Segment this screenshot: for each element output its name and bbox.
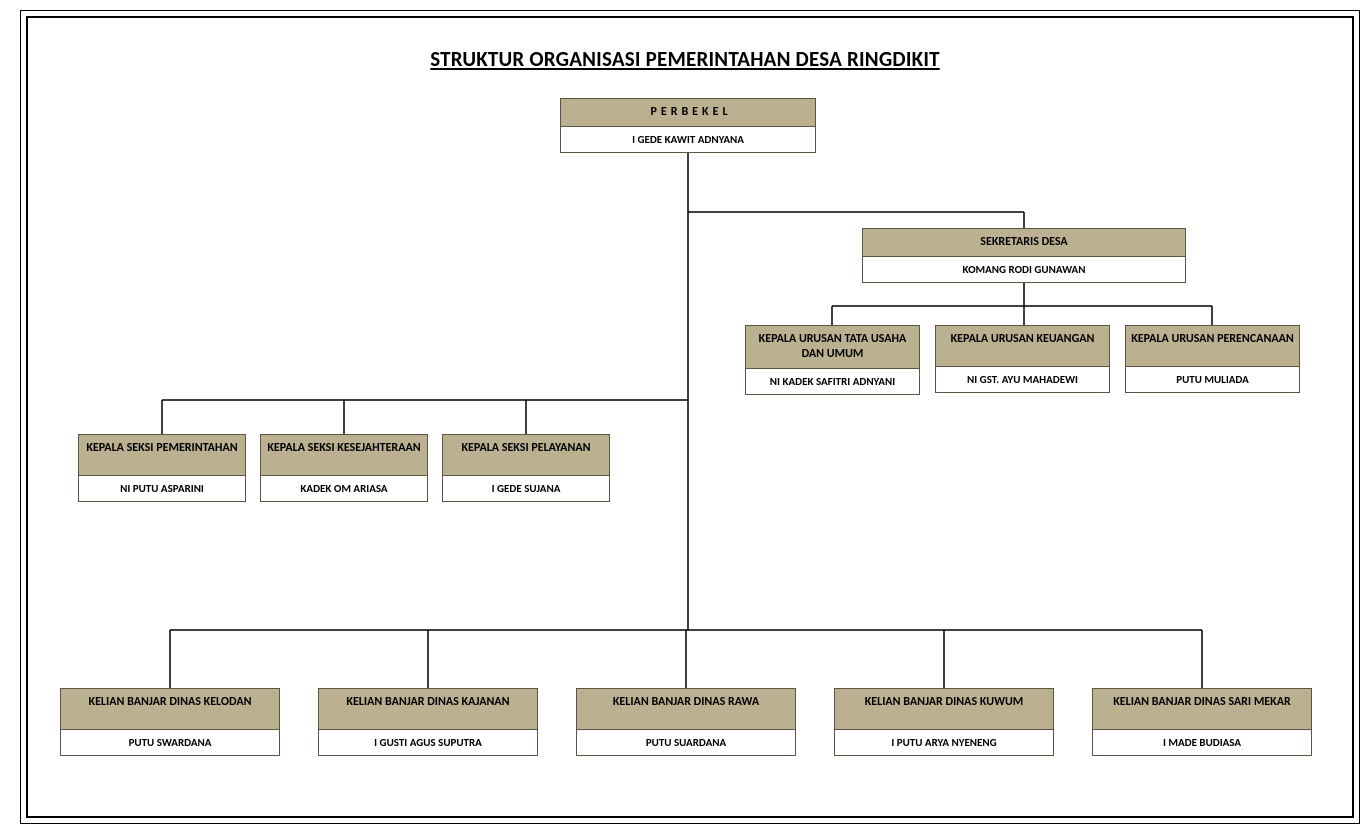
node-banjar-kelodan: KELIAN BANJAR DINAS KELODAN PUTU SWARDAN… — [60, 688, 280, 756]
node-urusan-keuangan: KEPALA URUSAN KEUANGAN NI GST. AYU MAHAD… — [935, 325, 1110, 393]
node-role: KELIAN BANJAR DINAS KUWUM — [834, 688, 1054, 730]
node-name: I MADE BUDIASA — [1092, 730, 1312, 756]
node-seksi-kesejahteraan: KEPALA SEKSI KESEJAHTERAAN KADEK OM ARIA… — [260, 434, 428, 502]
node-name: PUTU MULIADA — [1125, 367, 1300, 393]
node-name: NI GST. AYU MAHADEWI — [935, 367, 1110, 393]
node-banjar-kuwum: KELIAN BANJAR DINAS KUWUM I PUTU ARYA NY… — [834, 688, 1054, 756]
node-name: I PUTU ARYA NYENENG — [834, 730, 1054, 756]
node-name: NI KADEK SAFITRI ADNYANI — [745, 369, 920, 395]
node-role: KEPALA URUSAN KEUANGAN — [935, 325, 1110, 367]
node-role: KEPALA URUSAN PERENCANAAN — [1125, 325, 1300, 367]
node-seksi-pelayanan: KEPALA SEKSI PELAYANAN I GEDE SUJANA — [442, 434, 610, 502]
node-role: KEPALA SEKSI PELAYANAN — [442, 434, 610, 476]
node-urusan-tata-usaha: KEPALA URUSAN TATA USAHA DAN UMUM NI KAD… — [745, 325, 920, 395]
node-name: I GUSTI AGUS SUPUTRA — [318, 730, 538, 756]
node-name: PUTU SUARDANA — [576, 730, 796, 756]
node-name: KOMANG RODI GUNAWAN — [862, 257, 1186, 283]
node-role: KEPALA URUSAN TATA USAHA DAN UMUM — [745, 325, 920, 369]
node-urusan-perencanaan: KEPALA URUSAN PERENCANAAN PUTU MULIADA — [1125, 325, 1300, 393]
node-perbekel: PERBEKEL I GEDE KAWIT ADNYANA — [560, 98, 816, 153]
org-chart-page: STRUKTUR ORGANISASI PEMERINTAHAN DESA RI… — [0, 0, 1370, 834]
node-name: I GEDE KAWIT ADNYANA — [560, 127, 816, 153]
node-role: KELIAN BANJAR DINAS KAJANAN — [318, 688, 538, 730]
node-banjar-kajanan: KELIAN BANJAR DINAS KAJANAN I GUSTI AGUS… — [318, 688, 538, 756]
node-role: PERBEKEL — [560, 98, 816, 127]
node-name: KADEK OM ARIASA — [260, 476, 428, 502]
node-banjar-sari-mekar: KELIAN BANJAR DINAS SARI MEKAR I MADE BU… — [1092, 688, 1312, 756]
node-sekretaris-desa: SEKRETARIS DESA KOMANG RODI GUNAWAN — [862, 228, 1186, 283]
node-name: I GEDE SUJANA — [442, 476, 610, 502]
node-role: SEKRETARIS DESA — [862, 228, 1186, 257]
node-role: KELIAN BANJAR DINAS SARI MEKAR — [1092, 688, 1312, 730]
node-name: PUTU SWARDANA — [60, 730, 280, 756]
chart-title: STRUKTUR ORGANISASI PEMERINTAHAN DESA RI… — [0, 46, 1370, 72]
node-role: KELIAN BANJAR DINAS RAWA — [576, 688, 796, 730]
node-role: KEPALA SEKSI KESEJAHTERAAN — [260, 434, 428, 476]
node-seksi-pemerintahan: KEPALA SEKSI PEMERINTAHAN NI PUTU ASPARI… — [78, 434, 246, 502]
node-banjar-rawa: KELIAN BANJAR DINAS RAWA PUTU SUARDANA — [576, 688, 796, 756]
node-role: KELIAN BANJAR DINAS KELODAN — [60, 688, 280, 730]
node-name: NI PUTU ASPARINI — [78, 476, 246, 502]
node-role: KEPALA SEKSI PEMERINTAHAN — [78, 434, 246, 476]
